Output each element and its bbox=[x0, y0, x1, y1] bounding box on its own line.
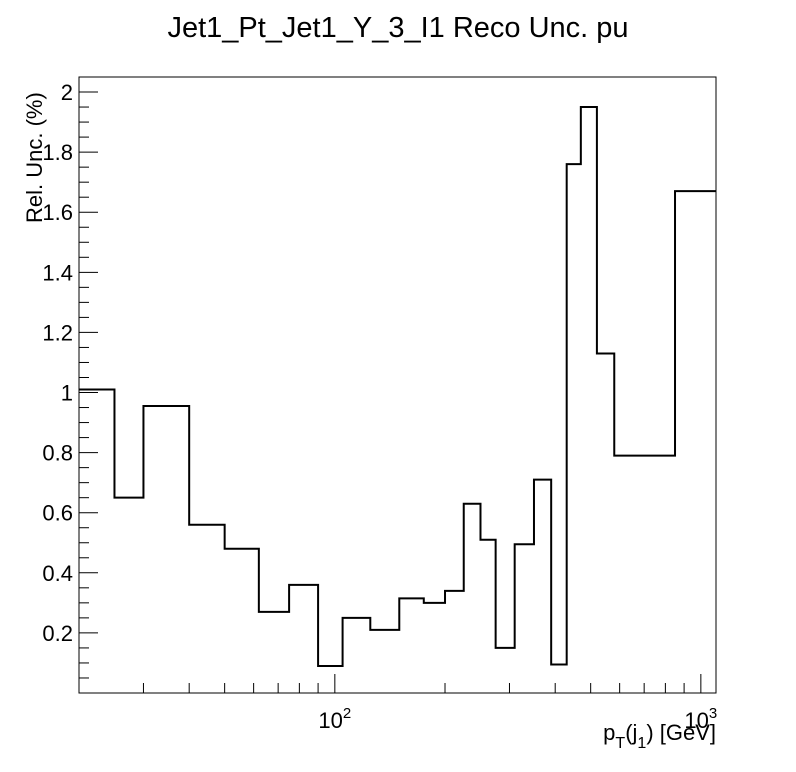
histogram-bin bbox=[424, 603, 445, 693]
histogram-bin bbox=[445, 591, 464, 693]
histogram-bin bbox=[515, 544, 534, 693]
y-tick-label: 0.6 bbox=[42, 501, 73, 526]
histogram-bin bbox=[225, 549, 259, 693]
histogram-line bbox=[79, 106, 716, 667]
y-tick-label: 2 bbox=[61, 80, 73, 105]
y-tick-label: 1.6 bbox=[42, 200, 73, 225]
chart-title: Jet1_Pt_Jet1_Y_3_I1 Reco Unc. pu bbox=[167, 12, 628, 44]
histogram-bin bbox=[189, 525, 224, 693]
histogram-bin bbox=[114, 498, 143, 693]
histogram-bin bbox=[597, 353, 614, 693]
y-axis-label: Rel. Unc. (%) bbox=[22, 92, 47, 223]
histogram-bin bbox=[143, 406, 189, 693]
y-tick-label: 1 bbox=[61, 381, 73, 406]
histogram-bin bbox=[496, 648, 515, 693]
y-tick-label: 0.8 bbox=[42, 441, 73, 466]
histogram-bin bbox=[614, 456, 675, 693]
histogram-bin bbox=[318, 666, 343, 693]
histogram-bin bbox=[399, 598, 424, 693]
histogram-bin bbox=[343, 618, 371, 693]
histogram-bin bbox=[464, 504, 481, 693]
histogram-bin bbox=[675, 191, 716, 693]
plot-frame bbox=[78, 76, 717, 694]
y-tick-label: 0.2 bbox=[42, 621, 73, 646]
y-tick-label: 0.4 bbox=[42, 561, 73, 586]
histogram-bin bbox=[534, 480, 551, 693]
histogram-bin bbox=[79, 390, 114, 693]
plot-area: 0.2 0.4 0.6 0.8 1 1.2 1.4 1.6 1.8 2 102 103 bbox=[42, 76, 717, 733]
histogram-bin bbox=[370, 630, 399, 693]
x-tick-label: 103 bbox=[684, 705, 717, 733]
histogram-bin bbox=[480, 540, 495, 693]
histogram-bin bbox=[567, 164, 581, 693]
histogram-bin bbox=[259, 612, 289, 693]
y-tick-label: 1.4 bbox=[42, 260, 73, 285]
x-tick-label: 102 bbox=[318, 705, 351, 733]
histogram-bin bbox=[551, 664, 567, 693]
y-tick-label: 1.2 bbox=[42, 320, 73, 345]
histogram-bin bbox=[289, 585, 318, 693]
y-tick-label: 1.8 bbox=[42, 140, 73, 165]
x-axis-label: pT(j1) [GeV] bbox=[603, 720, 716, 752]
histogram-bin bbox=[581, 107, 597, 693]
